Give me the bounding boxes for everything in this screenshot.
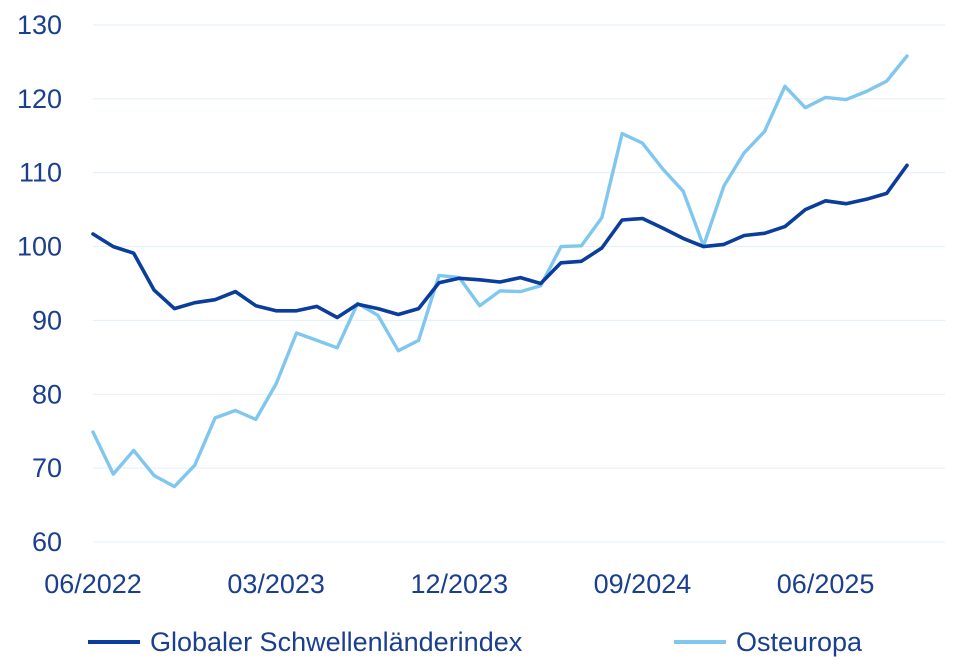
- y-tick-label: 80: [32, 379, 62, 409]
- gridlines: [93, 24, 945, 543]
- x-tick-label: 06/2025: [777, 569, 875, 599]
- x-axis-tick-labels: 06/2022 03/2023 12/2023 09/2024 06/2025: [44, 569, 874, 599]
- series-line-2: [91, 54, 909, 489]
- x-tick-label: 03/2023: [227, 569, 325, 599]
- legend-label-series-2: Osteuropa: [736, 626, 863, 657]
- legend: Globaler Schwellenländerindex Osteuropa: [0, 618, 960, 666]
- y-tick-label: 120: [17, 84, 62, 114]
- series-lines: [91, 54, 909, 489]
- y-axis-tick-labels: 60 70 80 90 100 110 120 130: [17, 10, 62, 557]
- series-line-1: [91, 163, 909, 320]
- y-tick-label: 60: [32, 527, 62, 557]
- legend-swatch-series-1: [88, 640, 140, 644]
- line-chart: 60 70 80 90 100 110 120 130 06/2022 03/2023 12/20…: [17, 10, 945, 599]
- legend-item-series-2: Osteuropa: [674, 618, 862, 666]
- x-tick-label: 12/2023: [410, 569, 508, 599]
- y-tick-label: 100: [17, 232, 62, 262]
- legend-item-series-1: Globaler Schwellenländerindex: [88, 618, 522, 666]
- legend-label-series-1: Globaler Schwellenländerindex: [150, 626, 523, 657]
- y-tick-label: 70: [32, 453, 62, 483]
- y-tick-label: 90: [32, 305, 62, 335]
- y-tick-label: 110: [19, 158, 62, 188]
- y-tick-label: 130: [17, 10, 62, 40]
- x-tick-label: 09/2024: [594, 569, 692, 599]
- legend-swatch-series-2: [674, 640, 726, 644]
- x-tick-label: 06/2022: [44, 569, 142, 599]
